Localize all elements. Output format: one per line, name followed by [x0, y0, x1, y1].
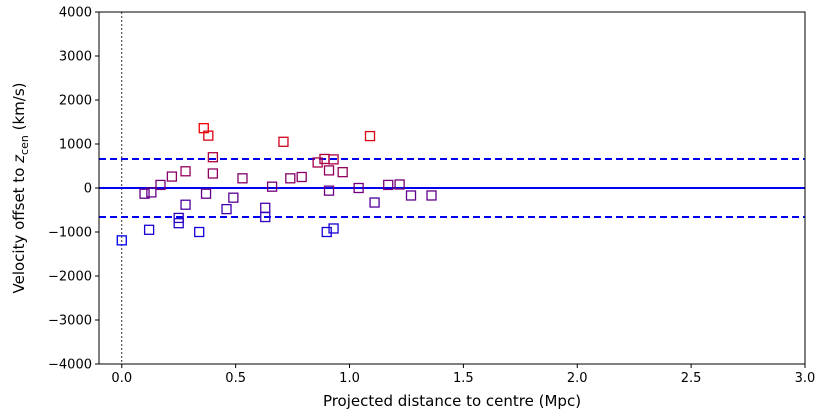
data-point [323, 185, 335, 196]
data-point [155, 179, 166, 191]
data-point [285, 173, 296, 184]
y-tick-label: −4000 [48, 358, 92, 373]
x-tick-label: 0.0 [111, 371, 132, 386]
y-tick-label: 1000 [59, 138, 92, 153]
data-point [116, 235, 127, 246]
data-point [166, 171, 178, 182]
y-tick-label: −2000 [48, 270, 92, 285]
x-tick-label: 3.0 [795, 371, 816, 386]
data-point [296, 171, 307, 183]
data-point [312, 157, 323, 168]
y-tick-label: −3000 [48, 314, 92, 329]
y-axis-label-sub: cen [18, 135, 31, 155]
data-point [323, 165, 335, 176]
data-point [369, 197, 380, 208]
x-tick-label: 2.5 [681, 371, 702, 386]
y-tick-label: 0 [84, 182, 92, 197]
data-point [328, 223, 339, 234]
data-point [139, 188, 150, 199]
x-axis-label: Projected distance to centre (Mpc) [323, 392, 581, 410]
data-point [173, 218, 184, 229]
data-point [321, 226, 332, 238]
data-point [237, 173, 248, 184]
data-point [207, 168, 219, 179]
data-point [364, 130, 376, 142]
data-point [173, 212, 184, 224]
data-point [203, 130, 214, 141]
data-point [200, 188, 212, 199]
x-tick-label: 2.0 [567, 371, 588, 386]
y-axis-label-unit: (km/s) [10, 83, 28, 136]
data-point [146, 187, 157, 198]
y-axis-label-var: z [10, 154, 28, 164]
data-point [194, 226, 205, 238]
data-point [405, 190, 417, 201]
data-point [260, 202, 271, 213]
data-point [383, 179, 394, 191]
data-point [353, 182, 364, 194]
y-tick-label: −1000 [48, 226, 92, 241]
data-point [180, 166, 191, 177]
data-points [116, 123, 437, 246]
data-point [328, 154, 339, 165]
x-tick-label: 1.5 [453, 371, 474, 386]
data-point [143, 224, 155, 235]
reference-lines [99, 12, 805, 364]
y-tick-label: 2000 [59, 94, 92, 109]
data-point [260, 211, 271, 223]
y-tick-label: 3000 [59, 50, 92, 65]
y-axis-label: Velocity offset to zcen (km/s) [10, 83, 31, 294]
data-point [207, 152, 219, 163]
y-axis-ticks: −4000 −3000 −2000 −1000 0 1000 2000 3000 4000 [48, 6, 99, 373]
data-point [228, 192, 239, 203]
data-point [337, 167, 348, 178]
x-axis-ticks: 0.0 0.5 1.0 1.5 2.0 2.5 3.0 [111, 364, 815, 386]
x-tick-label: 0.5 [225, 371, 246, 386]
data-point [266, 181, 278, 192]
data-point [180, 199, 191, 210]
y-tick-label: 4000 [59, 6, 92, 21]
x-tick-label: 1.0 [339, 371, 360, 386]
data-point [394, 179, 405, 190]
data-point [221, 203, 232, 215]
data-point [426, 190, 437, 201]
y-axis-label-main: Velocity offset to [10, 163, 28, 294]
data-point [278, 136, 289, 147]
